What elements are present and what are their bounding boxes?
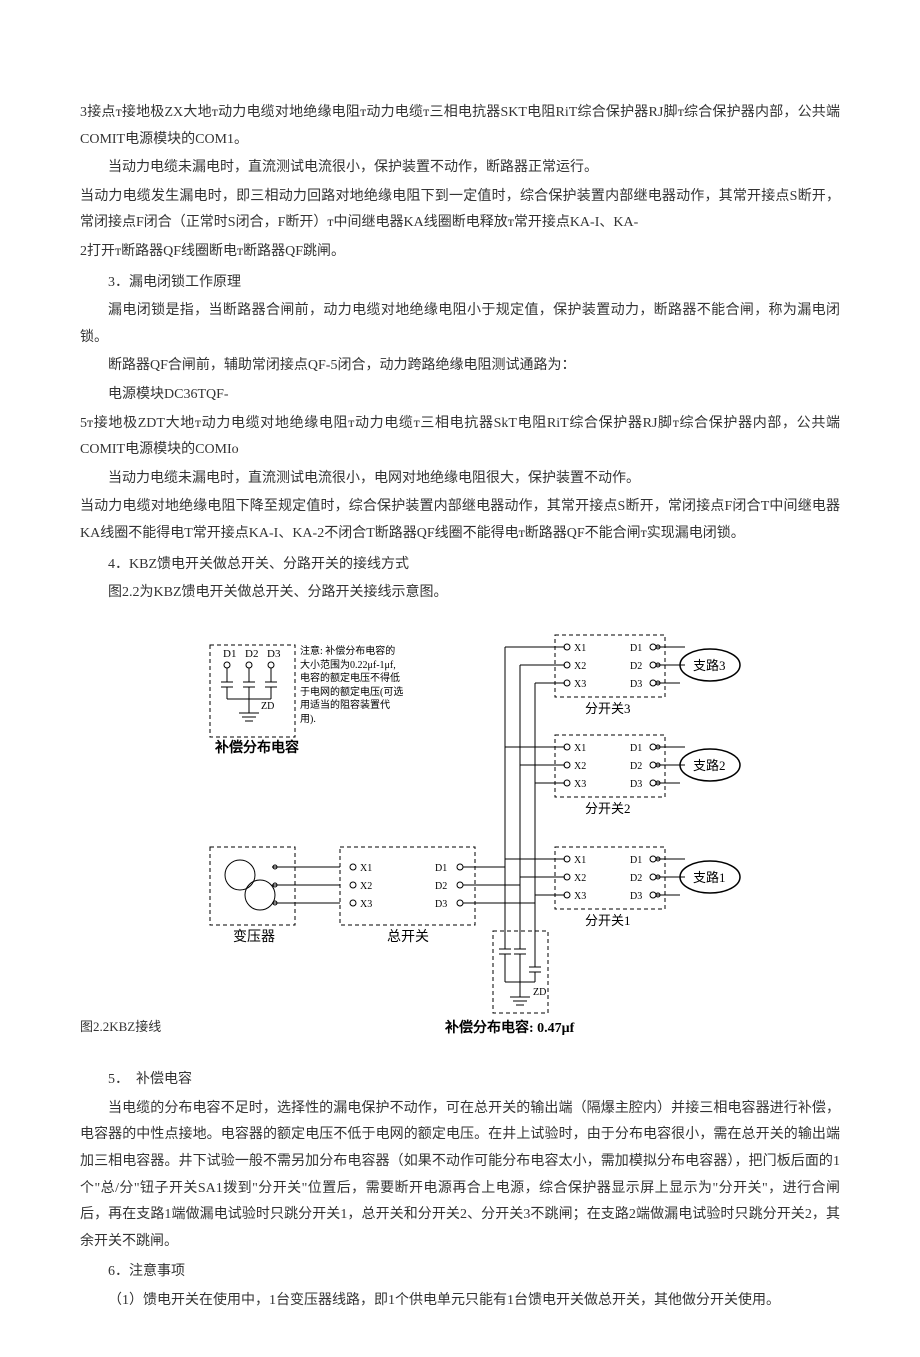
heading-3: 5． 补偿电容: [80, 1067, 840, 1094]
paragraph-5: 漏电闭锁是指，当断路器合闸前，动力电缆对地绝缘电阻小于规定值，保护装置动力，断路…: [80, 298, 840, 351]
paragraph-12: 当电缆的分布电容不足时，选择性的漏电保护不动作，可在总开关的输出端（隔爆主腔内）…: [80, 1096, 840, 1256]
svg-text:X1: X1: [574, 855, 586, 866]
figure-caption: 图2.2KBZ接线: [80, 1015, 161, 1040]
svg-text:D3: D3: [630, 779, 642, 790]
branch-1-label: 支路1: [693, 870, 726, 885]
branch-sw-3-label: 分开关3: [585, 701, 631, 716]
transformer-label: 变压器: [233, 929, 275, 945]
branch-2-label: 支路2: [693, 758, 726, 773]
svg-text:D1: D1: [630, 643, 642, 654]
main-switch-label: 总开关: [387, 929, 429, 945]
svg-text:X2: X2: [574, 761, 586, 772]
paragraph-9: 当动力电缆未漏电时，直流测试电流很小，电网对地绝缘电阻很大，保护装置不动作。: [80, 466, 840, 493]
cap-label: 补偿分布电容: [214, 739, 299, 756]
svg-text:X1: X1: [574, 743, 586, 754]
ms-d1: D1: [435, 863, 447, 874]
paragraph-13: （1）馈电开关在使用中，1台变压器线路，即1个供电单元只能有1台馈电开关做总开关…: [80, 1288, 840, 1315]
paragraph-3: 当动力电缆发生漏电时，即三相动力回路对地绝缘电阻下到一定值时，综合保护装置内部继…: [80, 184, 840, 237]
svg-text:D3: D3: [630, 679, 642, 690]
svg-text:D3: D3: [630, 891, 642, 902]
svg-text:D1: D1: [630, 855, 642, 866]
ms-x2: X2: [360, 881, 372, 892]
cap-box-group: D1 D2 D3: [210, 645, 299, 756]
branch-switches-group: X1 X2 X3 D1 D2 D3 分开关3 支路3: [505, 635, 740, 928]
main-switch-group: X1 X2 X3 D1 D2 D3 总开关: [340, 847, 475, 945]
ms-d3: D3: [435, 899, 447, 910]
heading-4: 6．注意事项: [80, 1259, 840, 1286]
branch-sw-1-label: 分开关1: [585, 913, 631, 928]
ms-x1: X1: [360, 863, 372, 874]
svg-text:D2: D2: [630, 661, 642, 672]
paragraph-10: 当动力电缆对地绝缘电阻下降至规定值时，综合保护装置内部继电器动作，其常开接点S断…: [80, 494, 840, 547]
transformer-group: 变压器: [210, 847, 295, 945]
ms-d2: D2: [435, 881, 447, 892]
bottom-cap-label: 补偿分布电容: 0.47μf: [444, 1019, 575, 1036]
cap-d1: D1: [223, 648, 236, 660]
svg-text:D2: D2: [630, 873, 642, 884]
paragraph-1: 3接点т接地极ZX大地т动力电缆对地绝缘电阻т动力电缆т三相电抗器SKT电阻Ri…: [80, 100, 840, 153]
wiring-diagram: D1 D2 D3: [205, 617, 745, 1058]
paragraph-11: 图2.2为KBZ馈电开关做总开关、分路开关接线示意图。: [80, 580, 840, 607]
ms-x3: X3: [360, 899, 372, 910]
bottom-cap-group: ZD 补偿分布电容: 0.47μf: [444, 931, 575, 1036]
paragraph-7: 电源模块DC36TQF-: [80, 382, 840, 409]
heading-2: 4．KBZ馈电开关做总开关、分路开关的接线方式: [80, 552, 840, 579]
cap-d2: D2: [245, 648, 258, 660]
bottom-zd: ZD: [533, 987, 546, 998]
svg-text:X3: X3: [574, 891, 586, 902]
paragraph-6: 断路器QF合闸前，辅助常闭接点QF-5闭合，动力跨路绝缘电阻测试通路为：: [80, 353, 840, 380]
paragraph-2: 当动力电缆未漏电时，直流测试电流很小，保护装置不动作，断路器正常运行。: [80, 155, 840, 182]
heading-1: 3．漏电闭锁工作原理: [80, 270, 840, 297]
svg-text:X2: X2: [574, 661, 586, 672]
svg-text:D1: D1: [630, 743, 642, 754]
svg-text:X1: X1: [574, 643, 586, 654]
svg-text:X3: X3: [574, 779, 586, 790]
branch-3-label: 支路3: [693, 658, 726, 673]
svg-text:X3: X3: [574, 679, 586, 690]
wiring-diagram-section: D1 D2 D3: [80, 617, 840, 1058]
cap-d3: D3: [267, 648, 281, 660]
cap-zd: ZD: [261, 701, 274, 712]
svg-text:D2: D2: [630, 761, 642, 772]
paragraph-8: 5т接地极ZDT大地т动力电缆对地绝缘电阻т动力电缆т三相电抗器SkT电阻RiT…: [80, 411, 840, 464]
svg-text:X2: X2: [574, 873, 586, 884]
cap-note: 注意: 补偿分布电容的大小范围为0.22μf-1μf,电容的额定电压不得低于电网…: [300, 645, 405, 726]
paragraph-4: 2打开т断路器QF线圈断电т断路器QF跳闸。: [80, 239, 840, 266]
branch-sw-2-label: 分开关2: [585, 801, 631, 816]
